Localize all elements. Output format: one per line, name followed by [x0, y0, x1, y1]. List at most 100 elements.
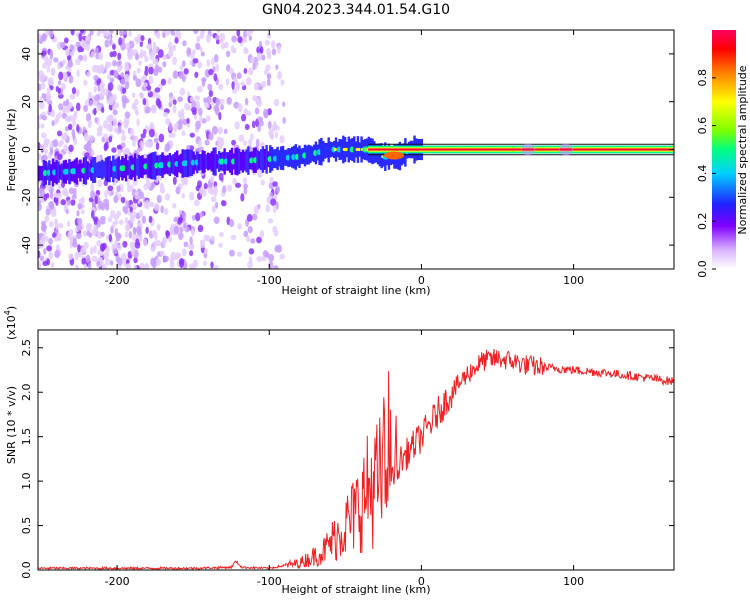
noise-speck	[240, 113, 247, 122]
noise-speck	[135, 52, 139, 61]
noise-speck	[254, 107, 260, 115]
y-tick-label: 40	[20, 47, 33, 61]
noise-speck	[54, 218, 59, 226]
noise-speck	[122, 205, 127, 213]
noise-speck	[218, 231, 224, 238]
noise-speck	[268, 132, 274, 139]
noise-speck	[65, 107, 71, 113]
noise-speck	[193, 114, 198, 120]
noise-speck	[53, 139, 59, 148]
noise-speck	[236, 30, 241, 37]
noise-speck	[215, 38, 220, 45]
noise-speck	[116, 185, 121, 192]
noise-speck	[113, 69, 119, 79]
noise-speck	[112, 117, 118, 127]
noise-speck	[38, 260, 42, 269]
noise-speck	[121, 252, 127, 261]
noise-speck	[93, 85, 98, 93]
noise-speck	[134, 98, 139, 106]
noise-speck	[54, 118, 59, 125]
noise-speck	[125, 200, 130, 209]
noise-speck	[266, 78, 271, 87]
noise-speck	[129, 127, 135, 137]
noise-speck	[174, 37, 179, 44]
noise-speck	[234, 121, 240, 130]
noise-speck	[173, 217, 179, 223]
noise-speck	[254, 82, 258, 91]
noise-speck	[100, 231, 105, 237]
y-tick-label: 0	[20, 146, 33, 153]
noise-speck	[167, 50, 174, 58]
noise-speck	[44, 148, 49, 155]
noise-speck	[87, 222, 93, 232]
noise-speck	[124, 73, 130, 82]
noise-speck	[123, 120, 129, 129]
noise-speck	[114, 227, 119, 237]
noise-speck	[73, 137, 78, 146]
noise-speck	[57, 222, 64, 229]
signal-cell	[376, 143, 380, 165]
noise-speck	[252, 95, 258, 102]
signal-cell	[95, 162, 99, 178]
noise-speck	[178, 32, 182, 39]
signal-cell	[322, 140, 325, 162]
noise-speck	[99, 63, 105, 73]
noise-speck	[251, 120, 256, 129]
noise-speck	[86, 71, 91, 78]
noise-speck	[76, 69, 80, 78]
noise-speck	[186, 117, 190, 124]
noise-speck	[215, 63, 219, 72]
noise-speck	[65, 48, 70, 57]
noise-speck	[195, 42, 201, 51]
signal-cell	[207, 152, 210, 171]
noise-speck	[96, 131, 103, 137]
noise-speck	[172, 99, 177, 105]
noise-speck	[44, 215, 50, 223]
signal-cell	[126, 160, 130, 176]
signal-cell	[265, 144, 268, 174]
noise-speck	[199, 46, 203, 53]
noise-speck	[75, 58, 81, 66]
noise-speck	[49, 148, 54, 156]
noise-speck	[162, 111, 169, 118]
signal-cell	[283, 150, 287, 166]
noise-speck	[88, 99, 93, 107]
noise-speck	[259, 46, 264, 54]
noise-speck	[250, 133, 254, 141]
noise-speck	[183, 222, 187, 229]
noise-speck	[242, 36, 248, 43]
noise-speck	[197, 139, 202, 148]
noise-speck	[93, 107, 97, 116]
noise-speck	[209, 176, 215, 183]
noise-speck	[170, 132, 176, 138]
signal-cell	[347, 136, 350, 163]
noise-speck	[213, 73, 218, 82]
noise-speck	[122, 240, 128, 248]
signal-cell	[210, 151, 214, 172]
signal-cell	[49, 164, 53, 182]
noise-speck	[215, 107, 220, 116]
spectrogram-y-ticks: -40 -20 0 20 40	[20, 47, 674, 254]
noise-speck	[157, 99, 162, 109]
signal-cell	[340, 139, 343, 160]
noise-speck	[223, 41, 229, 49]
noise-speck	[233, 76, 238, 85]
noise-speck	[70, 199, 76, 206]
signal-cell	[212, 147, 215, 176]
noise-speck	[38, 120, 41, 130]
noise-speck	[84, 35, 91, 42]
noise-speck	[275, 185, 281, 194]
noise-speck	[178, 231, 184, 241]
noise-speck	[256, 236, 262, 244]
signal-cell	[97, 161, 100, 179]
signal-cell	[179, 153, 183, 174]
noise-speck	[94, 64, 101, 74]
noise-speck	[242, 176, 248, 185]
noise-speck	[111, 147, 117, 153]
noise-speck	[100, 250, 104, 256]
noise-speck	[182, 40, 187, 47]
noise-speck	[218, 98, 225, 105]
noise-speck	[100, 202, 106, 211]
noise-speck	[57, 87, 61, 94]
noise-speck	[214, 265, 219, 269]
